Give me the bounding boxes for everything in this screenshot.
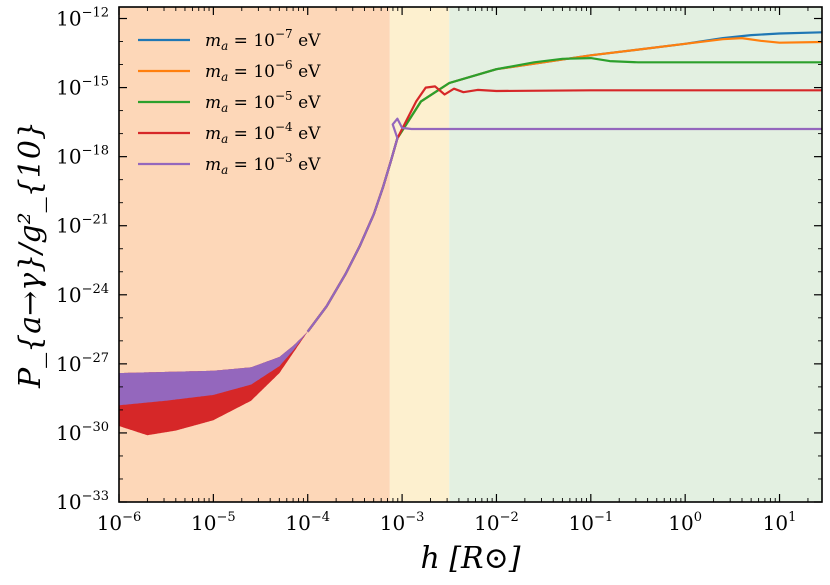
series-line-5 (306, 117, 822, 333)
legend-entry-label: ma = 10−3 eV (205, 151, 321, 177)
y-tick-label: 10−33 (56, 489, 109, 514)
plot-frame (118, 6, 823, 503)
legend-entry-label: ma = 10−5 eV (205, 89, 321, 115)
y-tick-label: 10−12 (56, 6, 109, 31)
legend-entry-label: ma = 10−6 eV (205, 58, 321, 84)
y-tick-label: 10−30 (56, 420, 109, 445)
x-axis-label: h [R⊙] (421, 541, 521, 576)
y-tick-label: 10−15 (56, 75, 109, 100)
region-2 (389, 7, 450, 502)
y-tick-label: 10−21 (56, 213, 109, 238)
x-tick-label: 10−2 (474, 510, 519, 535)
y-axis-ticks: 10−33 10−30 10−27 10−24 10−21 10−18 10−15 10−12 (56, 6, 822, 514)
x-tick-label: 101 (763, 510, 797, 535)
region-3 (449, 7, 822, 502)
y-tick-label: 10−27 (56, 351, 109, 376)
purple-oscillation-band (119, 331, 308, 406)
x-tick-label: 100 (668, 510, 702, 535)
y-tick-label: 10−24 (56, 282, 109, 307)
x-tick-label: 10−6 (97, 510, 142, 535)
x-axis-ticks: 10−6 10−5 10−4 10−3 10−2 10−1 100 101 (97, 7, 809, 535)
legend: ma = 10−7 eV ma = 10−6 eV ma = 10−5 eV ma =… (138, 27, 321, 177)
x-tick-label: 10−3 (380, 510, 425, 535)
y-tick-label: 10−18 (56, 144, 109, 169)
x-tick-label: 10−4 (285, 510, 330, 535)
oscillation-envelopes (119, 331, 308, 436)
y-axis-label: P_{a→γ}/g²_{10} (13, 121, 48, 389)
x-tick-label: 10−5 (191, 510, 236, 535)
series-lines (306, 31, 823, 333)
legend-entry-label: ma = 10−7 eV (205, 27, 321, 53)
legend-entry-label: ma = 10−4 eV (205, 120, 321, 146)
x-tick-label: 10−1 (568, 510, 613, 535)
